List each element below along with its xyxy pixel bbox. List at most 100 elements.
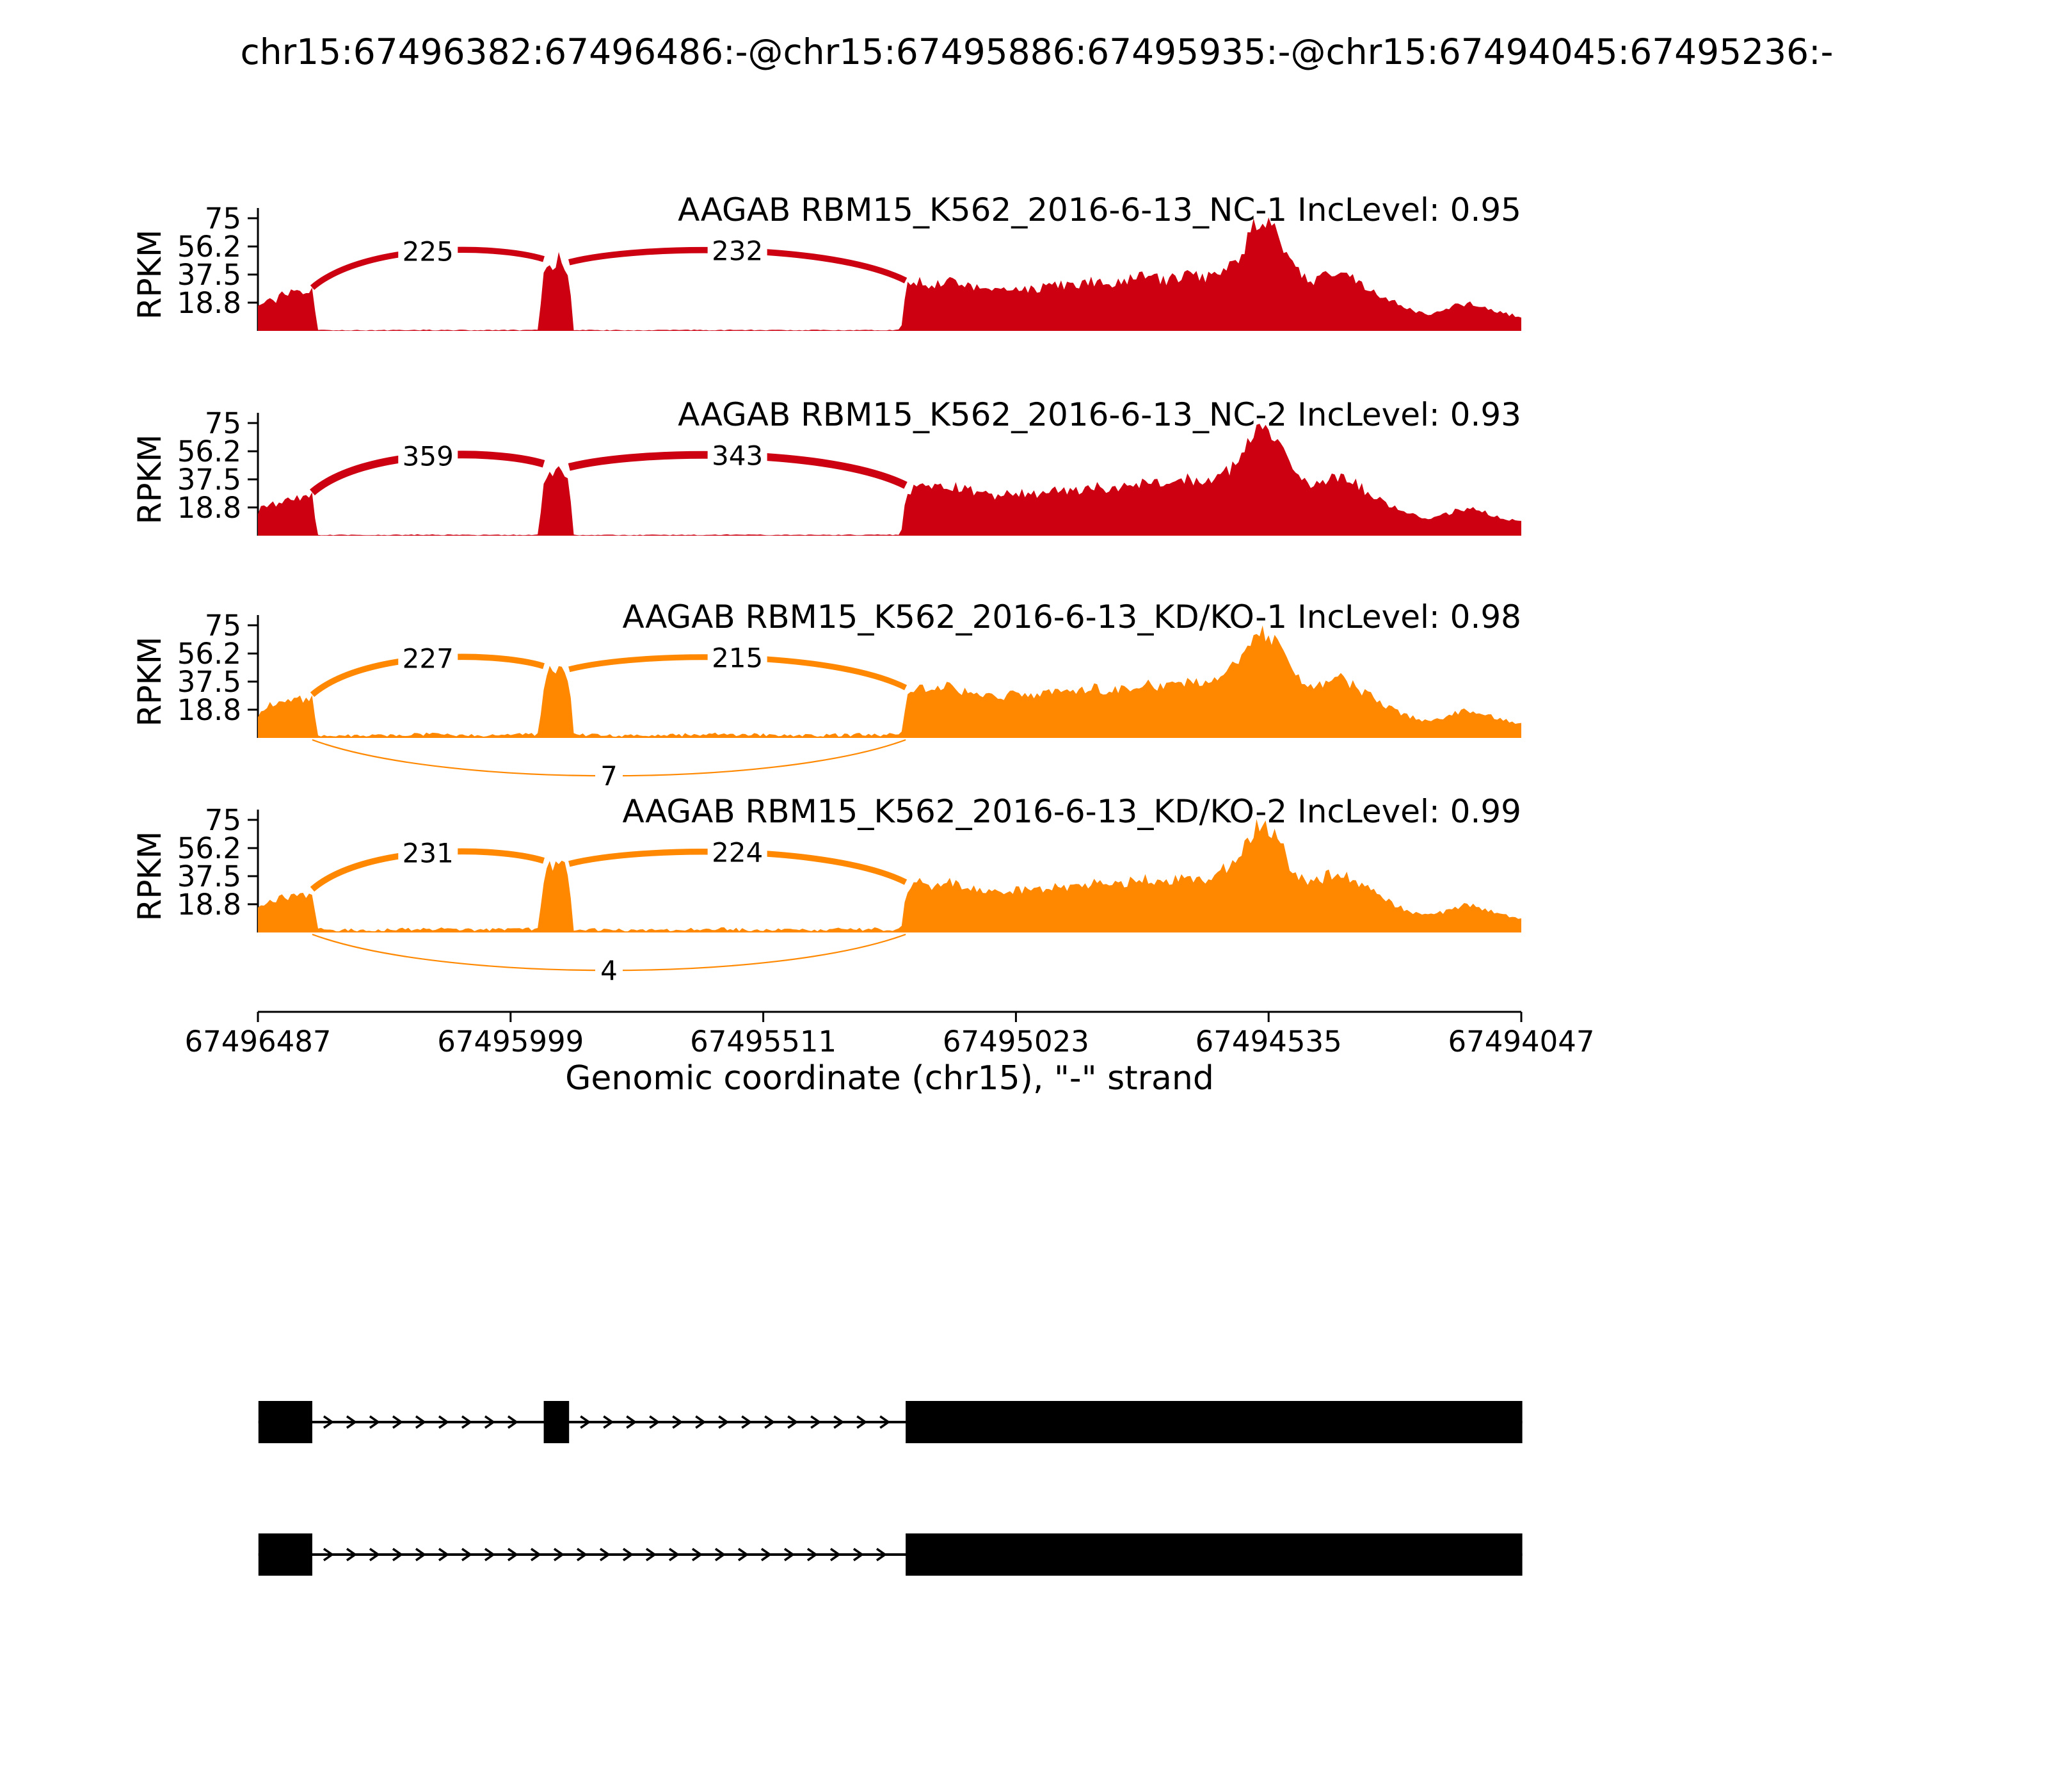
track-label: AAGAB RBM15_K562_2016-6-13_KD/KO-2 IncLe… <box>622 793 1521 830</box>
strand-arrow-icon <box>645 1548 657 1562</box>
strand-arrow-icon <box>599 1548 611 1562</box>
y-tick-label: 37.5 <box>177 860 241 893</box>
y-tick-label: 18.8 <box>177 888 241 922</box>
strand-arrow-icon <box>879 1415 891 1429</box>
transcript-isoform-skipping <box>258 1533 1523 1576</box>
y-axis-title: RPKM <box>131 435 168 525</box>
junction-count-bg <box>595 759 623 792</box>
y-tick-label: 75 <box>205 803 241 837</box>
plot-title: chr15:67496382:67496486:-@chr15:67495886… <box>240 31 1833 72</box>
track-label: AAGAB RBM15_K562_2016-6-13_NC-2 IncLevel… <box>678 396 1521 433</box>
strand-arrow-icon <box>741 1415 753 1429</box>
strand-arrow-icon <box>438 1548 450 1562</box>
x-tick-label: 67495023 <box>943 1025 1089 1059</box>
junction-count: 225 <box>403 236 454 267</box>
y-axis-title: RPKM <box>131 831 168 922</box>
y-tick-label: 75 <box>205 202 241 236</box>
strand-arrow-icon <box>580 1415 591 1429</box>
strand-arrow-icon <box>622 1548 634 1562</box>
junction-count: 4 <box>600 955 618 986</box>
strand-arrow-icon <box>415 1548 427 1562</box>
exon-box <box>543 1401 570 1443</box>
junction-count-bg <box>398 836 458 870</box>
strand-arrow-icon <box>718 1415 730 1429</box>
junction-count-bg <box>707 438 767 472</box>
strand-arrow-icon <box>603 1415 614 1429</box>
y-tick-label: 75 <box>205 609 241 643</box>
strand-arrow-icon <box>392 1415 404 1429</box>
y-tick-label: 75 <box>205 406 241 440</box>
coverage-area <box>258 819 1521 932</box>
strand-arrow-icon <box>530 1548 542 1562</box>
junction-count: 215 <box>712 643 763 674</box>
y-tick-label: 56.2 <box>177 637 241 671</box>
strand-arrow-icon <box>392 1548 404 1562</box>
exon-box <box>906 1401 1523 1443</box>
strand-arrow-icon <box>833 1415 845 1429</box>
strand-arrow-icon <box>787 1415 799 1429</box>
strand-arrow-icon <box>323 1415 335 1429</box>
x-tick-label: 67495511 <box>690 1025 836 1059</box>
strand-arrow-icon <box>369 1415 381 1429</box>
y-tick-label: 56.2 <box>177 831 241 865</box>
y-tick-label: 56.2 <box>177 230 241 264</box>
junction-count: 224 <box>712 837 763 868</box>
y-axis-title: RPKM <box>131 230 168 320</box>
junction-count-bg <box>707 835 767 869</box>
x-axis-label: Genomic coordinate (chr15), "-" strand <box>565 1059 1214 1098</box>
strand-arrow-icon <box>737 1548 749 1562</box>
junction-count-bg <box>398 641 458 675</box>
transcript-isoform-inclusion <box>258 1401 1523 1443</box>
junction-count: 343 <box>712 440 763 472</box>
junction-count: 231 <box>403 837 454 868</box>
strand-arrow-icon <box>553 1548 565 1562</box>
exon-box <box>258 1401 312 1443</box>
x-tick-label: 67495999 <box>437 1025 584 1059</box>
strand-arrow-icon <box>323 1548 335 1562</box>
x-axis: 67496487 67495999 67495511 67495023 67494535… <box>184 1011 1595 1059</box>
y-tick-label: 37.5 <box>177 665 241 699</box>
track-label: AAGAB RBM15_K562_2016-6-13_NC-1 IncLevel… <box>678 191 1521 228</box>
strand-arrow-icon <box>760 1548 772 1562</box>
strand-arrow-icon <box>461 1548 473 1562</box>
y-tick-label: 37.5 <box>177 463 241 497</box>
coverage-area <box>258 217 1521 331</box>
y-tick-label: 56.2 <box>177 435 241 468</box>
junction-count-bg <box>595 954 623 987</box>
strand-arrow-icon <box>695 1415 707 1429</box>
strand-arrow-icon <box>764 1415 776 1429</box>
junction-count-bg <box>707 641 767 675</box>
x-tick-label: 67494047 <box>1448 1025 1594 1059</box>
y-tick-label: 37.5 <box>177 258 241 292</box>
exon-box <box>258 1533 312 1576</box>
junction-count-bg <box>398 234 458 268</box>
strand-arrow-icon <box>810 1415 822 1429</box>
y-tick-label: 18.8 <box>177 286 241 320</box>
transcript-structures <box>258 1401 1523 1576</box>
strand-arrow-icon <box>876 1548 888 1562</box>
strand-arrow-icon <box>649 1415 660 1429</box>
strand-arrow-icon <box>783 1548 796 1562</box>
strand-arrow-icon <box>806 1548 819 1562</box>
strand-arrow-icon <box>626 1415 637 1429</box>
strand-arrow-icon <box>668 1548 680 1562</box>
strand-arrow-icon <box>484 1415 496 1429</box>
y-tick-label: 18.8 <box>177 693 241 727</box>
strand-arrow-icon <box>852 1548 865 1562</box>
strand-arrow-icon <box>369 1548 381 1562</box>
strand-arrow-icon <box>484 1548 496 1562</box>
strand-arrow-icon <box>672 1415 684 1429</box>
y-tick-label: 18.8 <box>177 491 241 525</box>
strand-arrow-icon <box>691 1548 703 1562</box>
x-tick-label: 67496487 <box>184 1025 331 1059</box>
strand-arrow-icon <box>346 1548 358 1562</box>
junction-count-bg <box>707 234 767 268</box>
x-tick-label: 67494535 <box>1196 1025 1342 1059</box>
strand-arrow-icon <box>714 1548 726 1562</box>
